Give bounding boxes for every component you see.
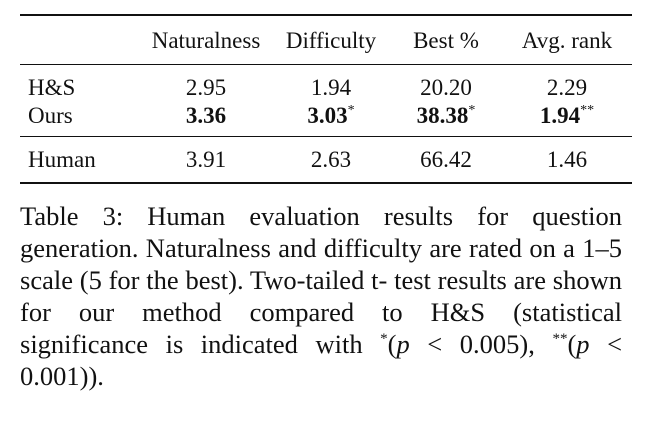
bold-value: 3.03 [307,103,348,128]
table-row: Human 3.91 2.63 66.42 1.46 [20,136,632,184]
header-best-percent: Best % [390,14,502,65]
caption-line: Table 3: Human evaluation results for qu… [20,201,622,231]
row-method-human: Human [20,136,140,184]
caption-significance-marker: ** [552,331,568,347]
bold-value: 1.94 [539,103,581,128]
bold-value: 38.38 [416,103,469,128]
table-row: Ours 3.36 3.03* 38.38* 1.94** [20,101,632,137]
table-header-row: Naturalness Difficulty Best % Avg. rank [20,14,632,65]
cell-difficulty: 2.63 [272,136,390,184]
header-difficulty: Difficulty [272,14,390,65]
cell-avg-rank: 1.94** [502,101,632,137]
caption-p-variable: p [396,329,410,359]
cell-avg-rank: 2.29 [502,64,632,101]
cell-naturalness: 3.36 [140,101,272,137]
caption-line: test results are shown for our method co… [20,265,622,327]
caption-p-variable: p [576,329,590,359]
cell-best: 20.20 [390,64,502,101]
caption-paren: ( [567,329,577,359]
significance-marker: ** [580,103,595,118]
cell-best: 66.42 [390,136,502,184]
cell-avg-rank: 1.46 [502,136,632,184]
bold-value: 3.36 [185,103,227,128]
caption-line: on a 1–5 scale (5 for the best). Two-tai… [20,233,623,295]
table-row: H&S 2.95 1.94 20.20 2.29 [20,64,632,101]
cell-difficulty: 3.03* [272,101,390,137]
header-cell-empty [20,14,140,65]
significance-marker: * [468,103,476,118]
significance-marker: * [347,103,355,118]
cell-naturalness: 2.95 [140,64,272,101]
table-caption: Table 3: Human evaluation results for qu… [20,200,622,392]
results-table-container: Naturalness Difficulty Best % Avg. rank … [20,14,632,184]
row-method-ours: Ours [28,103,73,128]
results-table: Naturalness Difficulty Best % Avg. rank … [20,14,632,184]
caption-line: generation. Naturalness and difficulty a… [20,233,522,263]
header-naturalness: Naturalness [140,14,272,65]
header-avg-rank: Avg. rank [502,14,632,65]
caption-significance-marker: * [380,331,388,347]
cell-naturalness: 3.91 [140,136,272,184]
cell-best: 38.38* [390,101,502,137]
caption-paren: ( [387,329,397,359]
row-method-hs: H&S [20,64,140,101]
caption-line: < 0.005), [427,329,553,359]
cell-difficulty: 1.94 [272,64,390,101]
caption-line: < 0.001)). [20,329,623,391]
caption-line: H&S (statistical significance is indicat… [20,297,623,359]
